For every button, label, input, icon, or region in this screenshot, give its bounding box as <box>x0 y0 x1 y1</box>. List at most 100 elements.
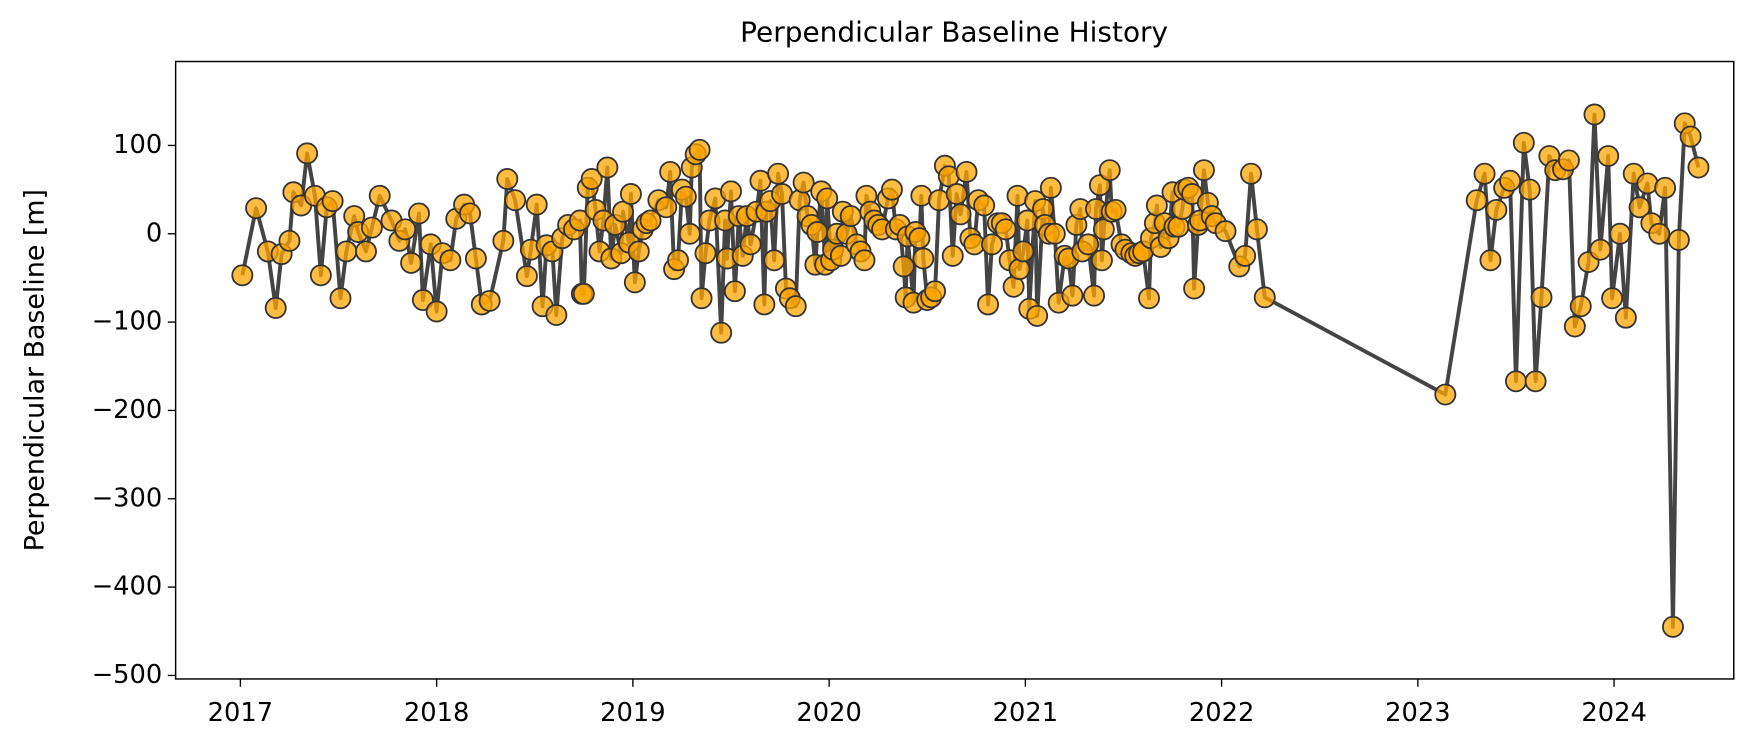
data-point <box>355 240 377 263</box>
data-point <box>619 183 642 205</box>
data-point <box>720 180 742 203</box>
y-tick-label: −300 <box>92 483 163 513</box>
y-axis-label: Perpendicular Baseline [m] <box>19 189 50 551</box>
data-point <box>924 280 947 303</box>
data-point <box>496 168 519 190</box>
data-point <box>678 222 701 245</box>
data-point <box>1240 162 1263 185</box>
data-point <box>1485 198 1508 221</box>
data-point <box>767 162 790 185</box>
x-tick-label: 2024 <box>1581 698 1646 728</box>
data-point <box>1183 277 1206 300</box>
data-point <box>880 178 903 201</box>
data-point <box>1530 286 1553 309</box>
data-point <box>525 193 548 216</box>
data-point <box>464 247 487 270</box>
data-point <box>977 293 1000 316</box>
chart-title: Perpendicular Baseline History <box>740 16 1168 49</box>
data-point <box>674 185 697 208</box>
data-point <box>1192 159 1215 182</box>
data-point <box>439 249 462 272</box>
data-point <box>1557 149 1580 172</box>
data-point <box>231 264 254 287</box>
data-point <box>623 271 646 294</box>
data-point <box>1563 315 1586 338</box>
y-tick-label: 100 <box>113 130 162 160</box>
data-point <box>1088 174 1111 197</box>
data-point <box>908 227 931 250</box>
x-tick-label: 2018 <box>404 698 469 728</box>
data-point <box>264 297 287 319</box>
data-point <box>1061 284 1084 307</box>
x-tick-label: 2022 <box>1189 698 1254 728</box>
data-point <box>694 242 717 265</box>
data-point <box>753 293 776 316</box>
data-point <box>1012 240 1035 263</box>
data-point <box>1083 284 1106 307</box>
data-point <box>1077 233 1100 256</box>
data-point <box>394 218 417 241</box>
data-point <box>981 233 1003 256</box>
data-point <box>1104 198 1127 221</box>
data-point <box>309 264 332 287</box>
data-point <box>1667 228 1690 251</box>
data-point <box>580 168 603 190</box>
data-point <box>321 190 344 213</box>
data-point <box>973 194 996 217</box>
data-point <box>1583 103 1606 126</box>
data-point <box>1679 125 1702 148</box>
data-point <box>400 251 423 274</box>
data-point <box>335 240 358 263</box>
data-point <box>368 184 391 207</box>
data-point <box>596 156 619 179</box>
y-tick-label: −500 <box>92 660 163 690</box>
data-point <box>1609 222 1631 245</box>
data-point <box>245 197 268 220</box>
y-tick-label: −100 <box>92 307 163 337</box>
data-point <box>1253 286 1276 309</box>
y-tick-label: −400 <box>92 572 163 602</box>
data-point <box>572 282 595 305</box>
data-point <box>1479 249 1502 272</box>
data-point <box>1434 383 1457 406</box>
x-tick-label: 2020 <box>796 698 861 728</box>
data-point <box>627 240 650 263</box>
data-point <box>1597 145 1620 167</box>
data-point <box>667 249 689 272</box>
data-point <box>504 189 527 212</box>
x-tick-label: 2023 <box>1385 698 1450 728</box>
data-point <box>739 233 762 256</box>
data-point <box>1654 176 1677 199</box>
data-point <box>945 183 968 205</box>
data-point <box>1614 306 1637 329</box>
x-tick-label: 2019 <box>600 698 665 728</box>
y-tick-label: 0 <box>146 218 162 248</box>
plot-frame <box>174 60 1735 680</box>
data-point <box>792 171 815 194</box>
data-point <box>1524 370 1547 393</box>
data-point <box>806 221 829 243</box>
data-point <box>545 304 568 326</box>
data-point <box>1098 159 1121 182</box>
data-point <box>296 142 319 165</box>
data-point <box>949 203 972 226</box>
y-tick-label: −200 <box>92 395 163 425</box>
data-point <box>1589 238 1612 261</box>
data-point <box>941 244 964 267</box>
data-point <box>478 289 501 312</box>
data-point <box>853 249 876 272</box>
data-point <box>763 249 786 272</box>
data-point <box>1167 215 1190 238</box>
data-point <box>568 209 591 232</box>
data-point <box>1043 222 1066 245</box>
data-point <box>1465 189 1488 212</box>
data-point <box>1039 176 1062 199</box>
data-point <box>659 160 682 183</box>
data-point <box>723 280 746 303</box>
data-point <box>1473 162 1496 185</box>
x-tick-label: 2021 <box>993 698 1058 728</box>
data-point <box>1026 304 1049 327</box>
x-tick-label: 2017 <box>208 698 273 728</box>
data-point <box>892 255 915 278</box>
